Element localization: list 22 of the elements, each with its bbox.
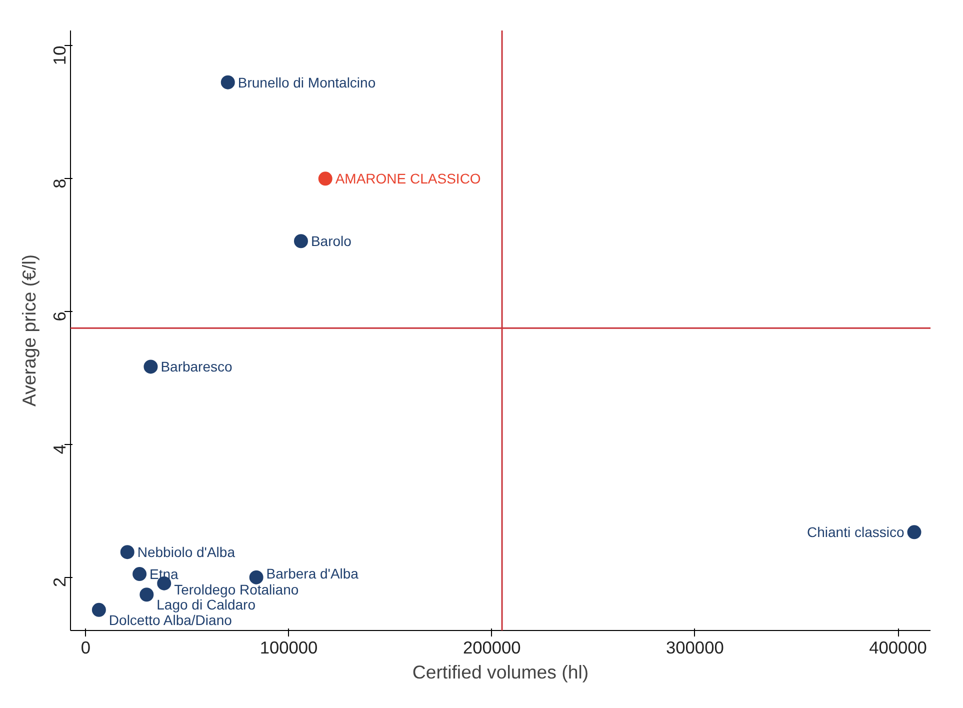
annotation: Nebbiolo d'Alba xyxy=(137,544,236,560)
annotation: Barbaresco xyxy=(160,358,233,375)
annotation: AMARONE CLASSICO xyxy=(335,170,481,187)
y-axis-title: Average price (€/l) xyxy=(18,254,40,407)
annotation: Brunello di Montalcino xyxy=(238,74,376,90)
annotation: Teroldego Rotaliano xyxy=(174,581,299,598)
y-tick-label: 4 xyxy=(50,444,70,454)
x-tick-label: 0 xyxy=(80,638,91,658)
y-tick-label: 8 xyxy=(50,178,70,188)
annotation: Chianti classico xyxy=(806,524,904,540)
x-tick-label: 300000 xyxy=(666,638,724,658)
x-tick-label: 200000 xyxy=(462,638,521,658)
x-axis-title: Certified volumes (hl) xyxy=(412,662,589,682)
y-tick-label: 2 xyxy=(50,577,70,587)
x-tick-label: 100000 xyxy=(260,638,318,658)
x-tick-label: 400000 xyxy=(869,638,927,658)
annotation: Barolo xyxy=(310,233,352,250)
y-tick-label: 6 xyxy=(50,312,70,322)
annotation: Lago di Caldaro xyxy=(156,596,256,613)
y-tick-label: 10 xyxy=(50,46,70,66)
annotation: Barbera d'Alba xyxy=(266,565,359,582)
annotation: Dolcetto Alba/Diano xyxy=(108,612,232,628)
